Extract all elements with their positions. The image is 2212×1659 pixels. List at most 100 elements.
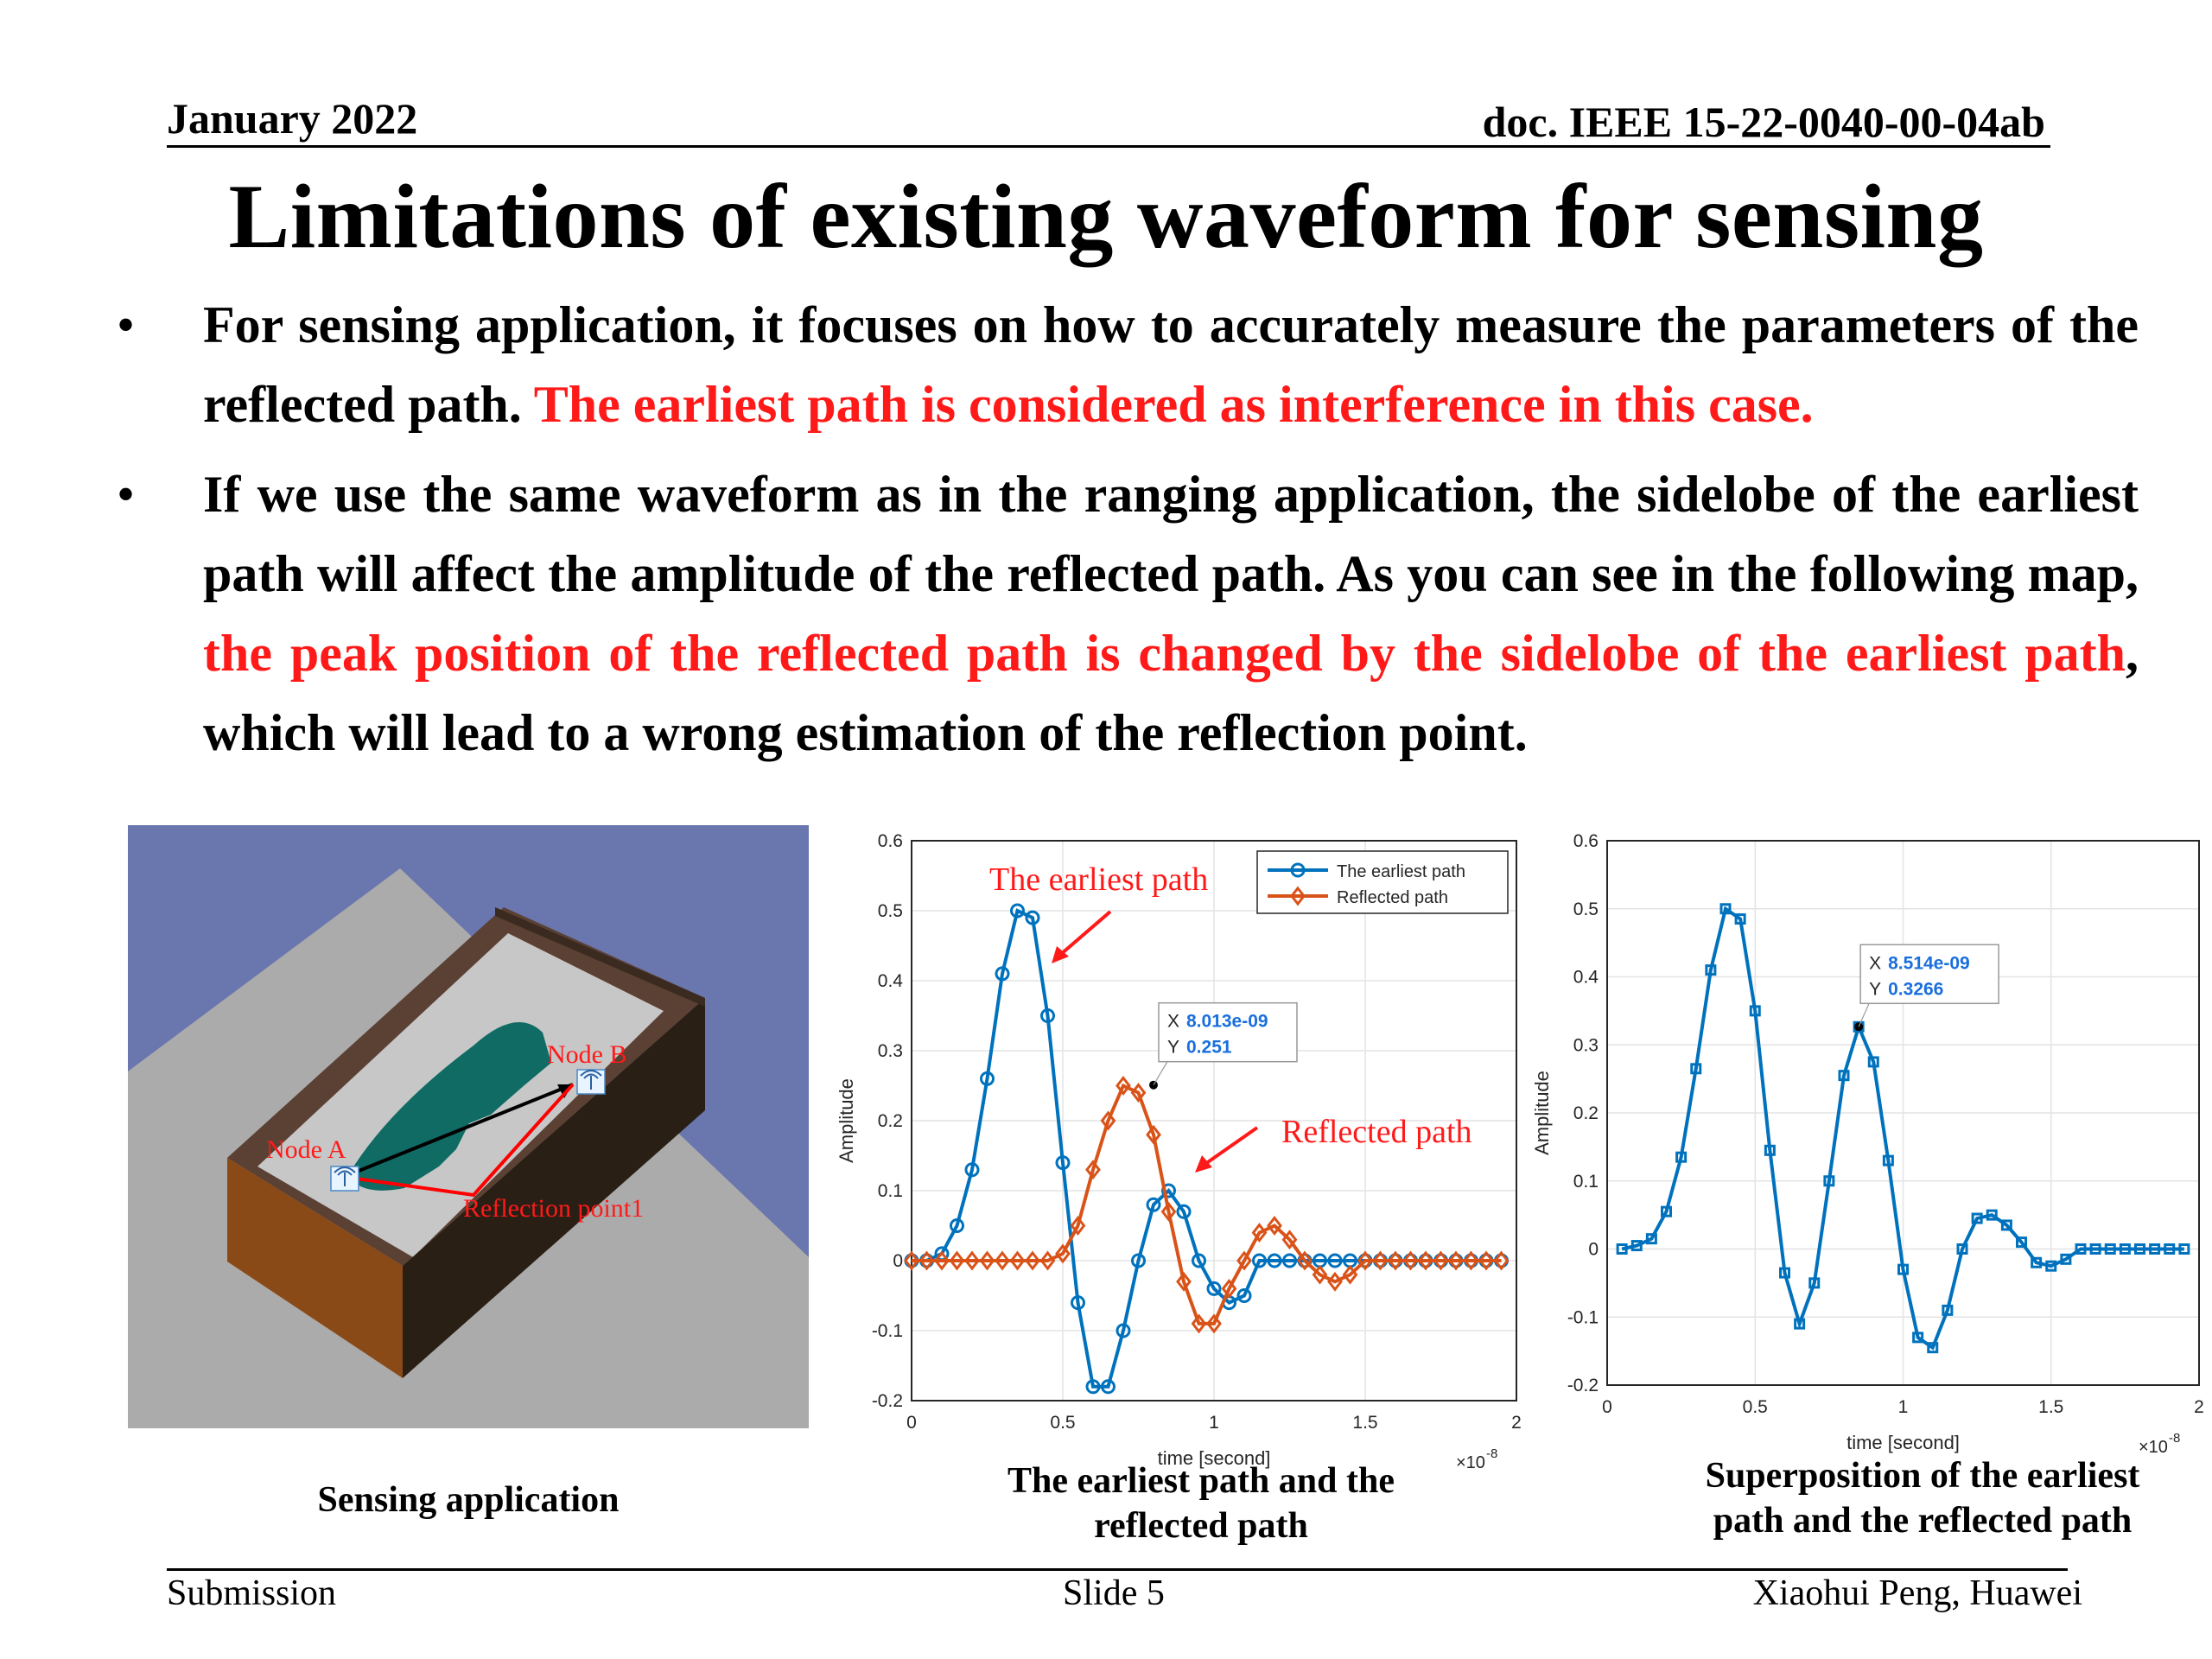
data-point xyxy=(1327,1271,1343,1292)
y-tick-label: 0.2 xyxy=(878,1111,903,1131)
datatip-y-label: Y xyxy=(1869,979,1881,999)
datatip-y-value: 0.251 xyxy=(1186,1038,1232,1058)
data-point xyxy=(1100,1110,1116,1131)
data-point xyxy=(904,1250,919,1271)
data-point xyxy=(2075,1243,2087,1255)
data-point xyxy=(1956,1243,1968,1255)
data-point xyxy=(1448,1250,1464,1271)
data-point xyxy=(1116,1323,1131,1338)
bullet-list: • For sensing application, it focuses on… xyxy=(117,285,2139,783)
data-point xyxy=(1130,1083,1147,1103)
x-tick-label: 0.5 xyxy=(1050,1413,1075,1433)
data-point xyxy=(1838,1070,1850,1082)
data-point xyxy=(2178,1243,2190,1255)
data-point xyxy=(2060,1253,2072,1265)
data-point xyxy=(1312,1264,1328,1285)
data-point xyxy=(2000,1219,2012,1231)
data-point xyxy=(1161,1183,1176,1198)
datatip-box xyxy=(1859,944,1999,1005)
data-point xyxy=(1897,1263,1909,1275)
x-tick-label: 0 xyxy=(906,1413,917,1433)
y-tick-label: 0.5 xyxy=(878,901,903,921)
datatip-y-label: Y xyxy=(1167,1038,1179,1058)
data-point xyxy=(1342,1264,1358,1285)
data-point xyxy=(1493,1250,1510,1271)
superposition-chart: -0.2 -0.1 0 0.1 0.2 0.3 0.4 0.5 0.6 0 0.5 1 1.5 2 time… xyxy=(1531,831,2204,1456)
bullet-item: • For sensing application, it focuses on… xyxy=(117,285,2139,444)
scene-caption: Sensing application xyxy=(317,1480,620,1520)
box-top-edge xyxy=(495,907,705,1007)
x-tick-label: 0 xyxy=(1602,1397,1612,1417)
y-tick-label: 0.1 xyxy=(878,1181,903,1201)
x-tick-label: 1 xyxy=(1898,1397,1909,1417)
y-axis-label: Amplitude xyxy=(1531,1071,1553,1155)
data-point xyxy=(995,966,1010,982)
legend-marker-reflected xyxy=(1290,886,1306,906)
data-point xyxy=(1749,1005,1761,1017)
node-b-label: Node B xyxy=(547,1040,627,1069)
footer-submission: Submission xyxy=(167,1573,337,1613)
antenna-waves-icon xyxy=(580,1070,602,1090)
data-point xyxy=(1116,1076,1131,1096)
data-point xyxy=(964,1162,980,1178)
data-point xyxy=(2119,1243,2131,1255)
data-point xyxy=(1388,1250,1403,1271)
data-point xyxy=(1070,1216,1086,1236)
data-point xyxy=(1055,1243,1071,1264)
datatip-x-label: X xyxy=(1869,953,1881,973)
annotation-earliest-path: The earliest path xyxy=(989,861,1208,898)
x-tick-label: 1 xyxy=(1209,1413,1219,1433)
x-axis-label: time [second] xyxy=(1847,1432,1960,1453)
datatip-x-value: 8.013e-09 xyxy=(1186,1012,1268,1032)
datatip-box xyxy=(1158,1001,1298,1063)
footer-divider xyxy=(167,1568,2068,1571)
data-point xyxy=(1085,1160,1101,1180)
data-point xyxy=(1986,1209,1998,1221)
datatip-leader xyxy=(1858,1003,1870,1027)
datatip-leader xyxy=(1153,1061,1168,1085)
table-object xyxy=(348,1022,551,1191)
data-point xyxy=(1251,1223,1268,1243)
annotation-arrowhead-earliest xyxy=(1052,946,1069,963)
data-point xyxy=(1160,1201,1177,1222)
x-tick-label: 2 xyxy=(1511,1413,1522,1433)
x-exponent-power: -8 xyxy=(1486,1446,1497,1461)
data-point xyxy=(1267,1216,1282,1236)
data-point xyxy=(1176,1271,1192,1292)
data-point xyxy=(1734,913,1746,925)
y-tick-label: 0.4 xyxy=(878,971,904,991)
data-point xyxy=(1039,1250,1056,1271)
data-point xyxy=(1882,1154,1894,1166)
x-exponent-power: -8 xyxy=(2169,1431,2180,1446)
data-point xyxy=(1192,1253,1206,1268)
data-point xyxy=(1040,1008,1055,1023)
legend-label-earliest: The earliest path xyxy=(1337,862,1465,881)
chart2-caption: Superposition of the earliest path and t… xyxy=(1705,1456,2140,1541)
data-point xyxy=(1009,1250,1026,1271)
footer-slide-number: Slide 5 xyxy=(1063,1573,1165,1613)
data-point xyxy=(2031,1256,2043,1268)
data-point xyxy=(2134,1243,2145,1255)
data-point xyxy=(1867,1056,1879,1068)
data-point xyxy=(1402,1250,1419,1271)
data-point xyxy=(1282,1253,1297,1268)
box-front-wall xyxy=(227,1158,403,1378)
data-point xyxy=(950,1218,964,1233)
data-point xyxy=(1779,1267,1790,1279)
data-point xyxy=(1645,1233,1657,1245)
header-date: January 2022 xyxy=(167,94,418,143)
data-point xyxy=(979,1250,995,1271)
direct-path-line xyxy=(343,1083,574,1179)
data-point xyxy=(1176,1204,1192,1219)
x-exponent-label: ×10 xyxy=(2139,1438,2168,1456)
data-point xyxy=(1101,1379,1116,1395)
x-axis-label: time [second] xyxy=(1158,1447,1271,1469)
data-point xyxy=(1927,1342,1939,1354)
data-point xyxy=(2104,1243,2116,1255)
datatip-y-value: 0.3266 xyxy=(1888,979,1943,999)
data-point xyxy=(1131,1253,1146,1268)
reflection-point-label: Reflection point1 xyxy=(463,1194,644,1223)
data-point xyxy=(1267,1253,1282,1268)
y-tick-label: -0.1 xyxy=(1567,1307,1599,1327)
data-point xyxy=(1055,1155,1071,1171)
